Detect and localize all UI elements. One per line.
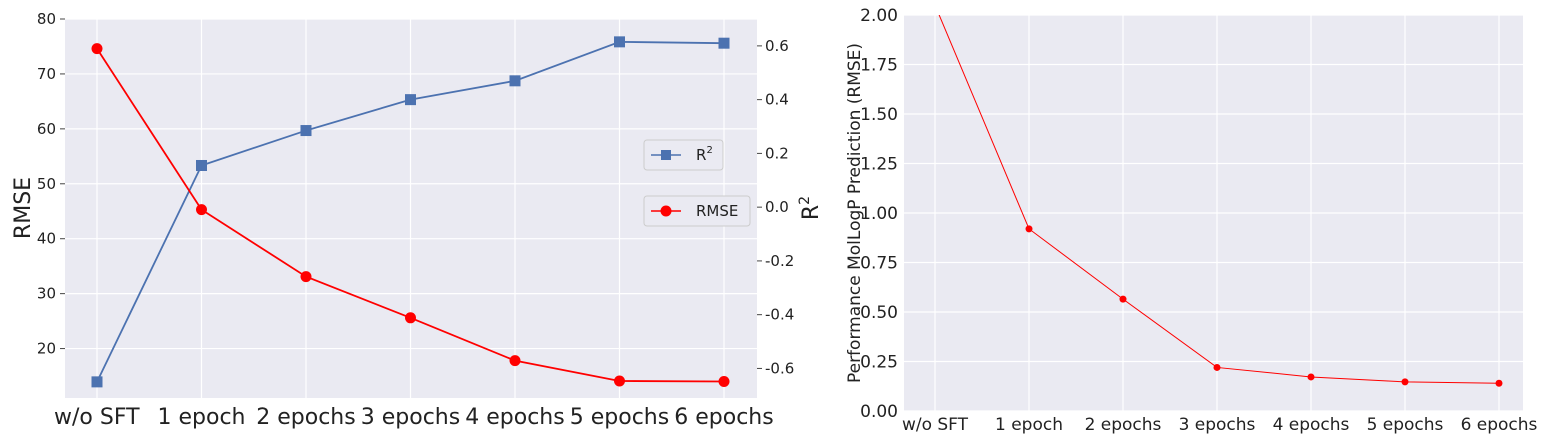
- left-x-tick-label: 2 epochs: [256, 405, 355, 430]
- right-y-axis-label: R2: [797, 196, 824, 220]
- right-chart-y-tick-label: 0.00: [860, 402, 898, 422]
- right-chart-rmse-point: [1213, 363, 1221, 371]
- rmse-point: [614, 375, 625, 387]
- right-chart-rmse-point: [1025, 225, 1033, 233]
- right-chart-y-tick-label: 0.50: [860, 303, 898, 323]
- right-chart-y-tick-label: 0.25: [860, 353, 898, 373]
- right-y-tick-label: -0.2: [765, 252, 794, 270]
- r2-point: [196, 159, 207, 171]
- right-grid: [904, 14, 1523, 412]
- left-y-tick-label: 80: [37, 10, 56, 28]
- r2-point: [509, 75, 521, 87]
- right-chart-x-tick-label: w/o SFT: [902, 415, 969, 435]
- left-x-tick-label: 1 epoch: [158, 405, 246, 430]
- right-chart: 0.00 0.25 0.50 0.75 1.00 1.25 1.50 1.75 2.00 w/o…: [845, 6, 1538, 435]
- right-chart-y-tick-label: 1.25: [860, 155, 898, 175]
- left-y-tick-label: 20: [37, 340, 56, 358]
- rmse-point: [405, 312, 416, 324]
- r2-point: [718, 37, 730, 49]
- legend-r2-label: R2: [696, 145, 713, 164]
- right-y-tick-label: 0.2: [765, 144, 789, 162]
- left-y-tick-label: 70: [37, 65, 56, 83]
- legend-rmse: RMSE: [643, 195, 751, 227]
- right-chart-rmse-point: [1119, 295, 1127, 303]
- right-chart-x-tick-label: 4 epochs: [1273, 415, 1350, 435]
- right-chart-rmse-point: [1307, 373, 1315, 381]
- right-chart-x-ticks: w/o SFT 1 epoch 2 epochs 3 epochs 4 epochs 5 …: [902, 415, 1538, 435]
- left-y-axis-label: RMSE: [11, 177, 36, 239]
- right-chart-y-tick-label: 2.00: [860, 6, 898, 26]
- right-y-tick-label: 0.0: [765, 198, 789, 216]
- rmse-point: [509, 355, 521, 367]
- right-y-ticks: -0.6 -0.4 -0.2 0.0 0.2 0.4 0.6: [757, 37, 794, 377]
- legend-rmse-label: RMSE: [696, 202, 738, 220]
- left-x-tick-label: 6 epochs: [674, 405, 773, 430]
- left-x-tick-label: 4 epochs: [465, 405, 564, 430]
- left-x-tick-label: 5 epochs: [570, 405, 669, 430]
- right-chart-x-tick-label: 3 epochs: [1179, 415, 1256, 435]
- right-y-tick-label: -0.6: [765, 359, 794, 377]
- left-y-tick-label: 50: [37, 175, 56, 193]
- left-grid: [65, 18, 757, 398]
- left-y-tick-label: 40: [37, 230, 56, 248]
- legend-r2: R2: [643, 139, 724, 171]
- legend-rmse-marker: [660, 205, 672, 217]
- rmse-point: [300, 271, 312, 283]
- left-y-ticks: 20 30 40 50 60 70 80: [37, 10, 65, 358]
- r2-point: [91, 376, 103, 388]
- right-chart-series: [938, 15, 1503, 387]
- left-series: [91, 36, 730, 388]
- legend-rmse-box: [643, 195, 751, 227]
- right-chart-rmse-point: [1495, 379, 1503, 387]
- right-chart-x-tick-label: 6 epochs: [1461, 415, 1538, 435]
- right-y-tick-label: 0.6: [765, 37, 789, 55]
- r2-point: [405, 94, 416, 106]
- r2-point: [300, 125, 312, 137]
- right-y-tick-label: -0.4: [765, 306, 794, 324]
- left-x-ticks: w/o SFT 1 epoch 2 epochs 3 epochs 4 epochs 5 …: [54, 405, 774, 430]
- right-chart-rmse-point: [1401, 378, 1409, 386]
- left-y-tick-label: 60: [37, 120, 56, 138]
- left-x-tick-label: 3 epochs: [361, 405, 460, 430]
- right-chart-x-tick-label: 5 epochs: [1367, 415, 1444, 435]
- legend-r2-marker: [661, 150, 671, 160]
- right-y-tick-label: 0.4: [765, 91, 789, 109]
- legend-r2-box: [643, 139, 724, 171]
- right-chart-y-axis-label: Performance MolLogP Prediction (RMSE): [845, 43, 865, 383]
- r2-point: [614, 36, 625, 48]
- rmse-point: [718, 376, 730, 388]
- rmse-point: [196, 204, 207, 216]
- right-chart-x-tick-label: 2 epochs: [1085, 415, 1162, 435]
- left-y-tick-label: 30: [37, 285, 56, 303]
- right-chart-y-tick-label: 1.00: [860, 204, 898, 224]
- rmse-point: [91, 43, 103, 55]
- right-chart-y-tick-label: 1.75: [860, 56, 898, 76]
- right-chart-y-tick-label: 1.50: [860, 105, 898, 125]
- left-x-tick-label: w/o SFT: [54, 405, 140, 430]
- right-chart-y-tick-label: 0.75: [860, 254, 898, 274]
- right-chart-y-ticks: 0.00 0.25 0.50 0.75 1.00 1.25 1.50 1.75 2.00: [860, 6, 898, 422]
- right-chart-x-tick-label: 1 epoch: [995, 415, 1063, 435]
